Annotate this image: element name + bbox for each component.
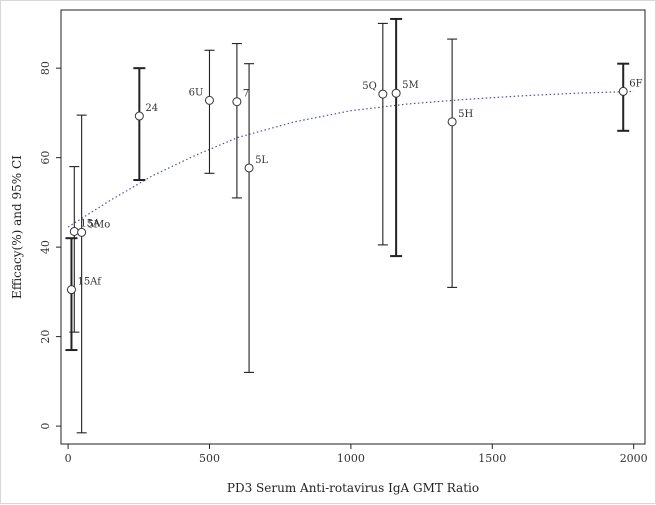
x-axis-title: PD3 Serum Anti-rotavirus IgA GMT Ratio xyxy=(227,481,479,495)
y-axis-ticks: 0 20 40 60 80 xyxy=(39,61,61,430)
data-point-marker xyxy=(204,95,214,105)
x-tick-label: 500 xyxy=(199,452,220,465)
x-axis-ticks: 0 500 1000 1500 2000 xyxy=(65,444,648,465)
data-point-label: 5H xyxy=(458,109,473,120)
data-point-label: 5Q xyxy=(362,81,377,92)
y-tick-label: 60 xyxy=(39,151,52,165)
x-tick-label: 1000 xyxy=(337,452,365,465)
x-tick-label: 0 xyxy=(65,452,72,465)
data-point-marker xyxy=(618,86,628,96)
data-point-label: 5Mo xyxy=(88,219,111,230)
plot-area-frame xyxy=(60,9,646,445)
data-point-marker xyxy=(69,226,79,236)
data-point-label: 15A xyxy=(80,218,101,229)
data-point-marker xyxy=(232,97,242,107)
data-point-label: 6U xyxy=(189,87,204,98)
data-point-marker xyxy=(66,285,76,295)
y-axis-title: Efficacy(%) and 95% CI xyxy=(10,155,24,299)
data-point-label: 7 xyxy=(243,89,249,100)
data-point-marker xyxy=(134,111,144,121)
x-tick-label: 1500 xyxy=(478,452,506,465)
y-tick-label: 40 xyxy=(39,240,52,254)
data-point-marker xyxy=(378,89,388,99)
data-point-marker xyxy=(391,88,401,98)
error-bars-group xyxy=(65,17,630,434)
data-point-label: 6F xyxy=(629,78,642,89)
data-point-label: 5M xyxy=(402,80,419,91)
data-point-marker xyxy=(244,163,254,173)
x-tick-label: 2000 xyxy=(620,452,648,465)
data-point-marker xyxy=(447,117,457,127)
data-point-label: 24 xyxy=(145,103,158,114)
y-tick-label: 0 xyxy=(39,423,52,430)
data-point-marker xyxy=(77,227,87,237)
data-point-label: 15Af xyxy=(77,277,102,288)
y-tick-label: 80 xyxy=(39,61,52,75)
data-points-group xyxy=(66,86,628,295)
data-point-label: 5L xyxy=(255,155,268,166)
y-tick-label: 20 xyxy=(39,330,52,344)
